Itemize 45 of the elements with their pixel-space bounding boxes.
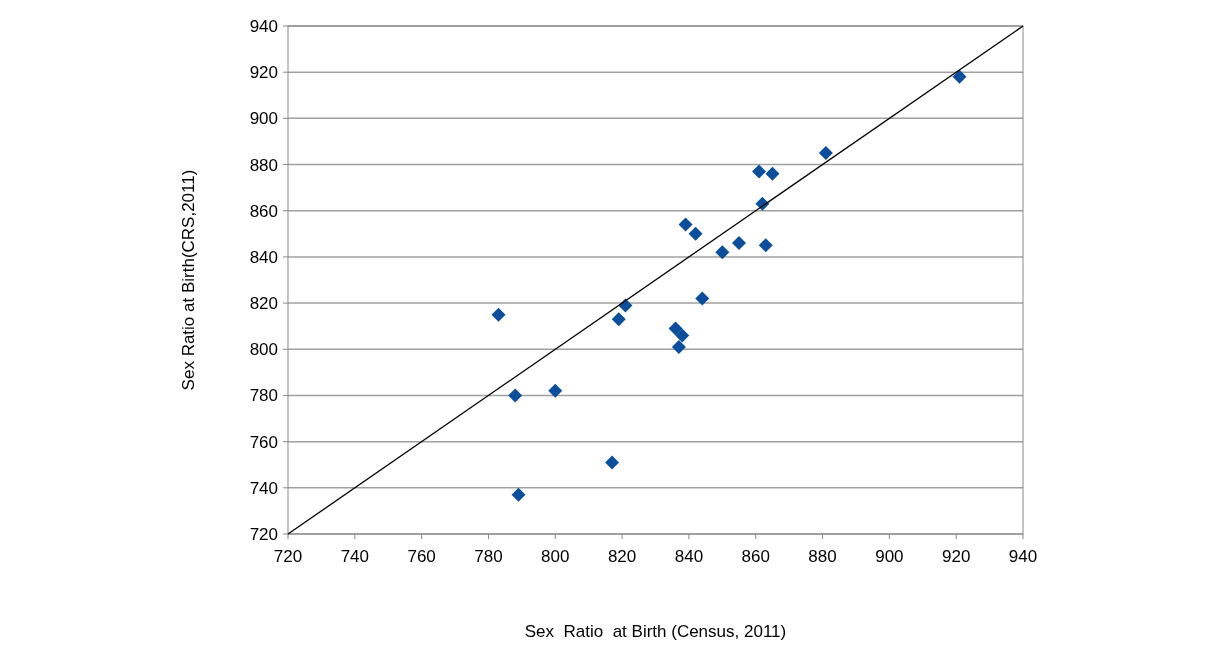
point <box>508 388 523 403</box>
y-tick-label: 740 <box>249 478 278 498</box>
x-tick-label: 920 <box>941 547 971 566</box>
point <box>548 383 563 398</box>
point <box>752 164 767 179</box>
point <box>732 236 747 251</box>
point <box>511 487 526 502</box>
x-tick-label: 780 <box>474 547 503 566</box>
y-tick-label: 860 <box>249 201 278 221</box>
x-tick-label: 760 <box>407 547 436 566</box>
y-tick-label: 800 <box>249 340 278 360</box>
x-tick-label: 820 <box>607 547 637 566</box>
y-tick-label: 900 <box>249 109 278 129</box>
y-tick-label: 780 <box>249 386 278 406</box>
x-tick-label: 840 <box>674 547 704 566</box>
x-tick-label: 880 <box>808 547 837 566</box>
point <box>715 245 730 260</box>
point <box>605 455 620 470</box>
point <box>678 217 693 232</box>
point <box>491 307 506 322</box>
point <box>668 321 683 336</box>
y-tick-label: 720 <box>249 525 278 544</box>
point <box>675 328 690 343</box>
y-tick-label: 820 <box>249 294 278 314</box>
point <box>671 339 686 354</box>
point <box>688 226 703 241</box>
point <box>611 312 626 327</box>
x-tick-label: 740 <box>340 547 370 566</box>
y-tick-label: 940 <box>249 17 278 36</box>
y-tick-label: 880 <box>249 155 278 175</box>
point <box>758 238 773 253</box>
x-tick-label: 940 <box>1008 547 1038 566</box>
point <box>695 291 710 306</box>
x-tick-label: 800 <box>541 547 570 566</box>
x-tick-label: 720 <box>273 547 303 566</box>
point <box>952 69 967 84</box>
x-axis-title: Sex Ratio at Birth (Census, 2011) <box>524 622 787 641</box>
x-tick-label: 860 <box>741 547 770 566</box>
y-axis-title: Sex Ratio at Birth(CRS,2011) <box>179 169 198 391</box>
y-tick-label: 760 <box>249 432 278 452</box>
point <box>765 166 780 181</box>
y-tick-label: 840 <box>249 247 278 267</box>
y-tick-label: 920 <box>249 63 278 83</box>
point <box>818 146 833 160</box>
x-tick-label: 900 <box>875 547 904 566</box>
